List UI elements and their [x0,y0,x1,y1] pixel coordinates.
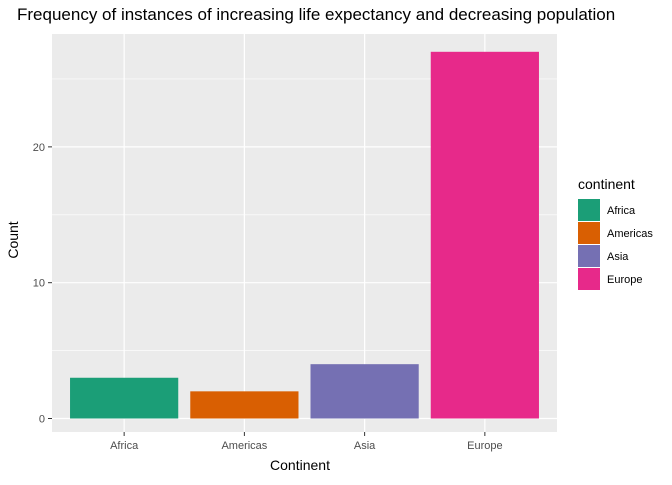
y-axis: 0 10 20 [33,142,52,426]
legend-swatch-asia [578,245,600,267]
chart-title: Frequency of instances of increasing lif… [17,5,615,24]
legend-swatch-americas [578,222,600,244]
bar-americas [190,391,299,419]
legend: continent Africa Americas Asia Europe [578,176,653,290]
x-axis: Africa Americas Asia Europe [110,432,503,452]
legend-label-asia: Asia [607,251,629,263]
y-tick-label: 0 [39,414,45,426]
y-tick-label: 10 [33,278,45,290]
bar-europe [430,51,539,419]
x-axis-title: Continent [270,457,330,473]
y-tick-label: 20 [33,142,45,154]
legend-label-americas: Americas [607,228,653,240]
bar-africa [70,377,179,419]
legend-label-europe: Europe [607,274,642,286]
x-tick-label: Africa [110,440,139,452]
legend-label-africa: Africa [607,205,636,217]
bar-asia [310,364,419,419]
legend-title: continent [578,176,635,192]
x-tick-label: Europe [467,440,502,452]
y-axis-title: Count [5,221,21,258]
x-tick-label: Asia [354,440,376,452]
x-tick-label: Americas [221,440,267,452]
bars [70,51,539,419]
legend-swatch-europe [578,268,600,290]
legend-swatch-africa [578,199,600,221]
